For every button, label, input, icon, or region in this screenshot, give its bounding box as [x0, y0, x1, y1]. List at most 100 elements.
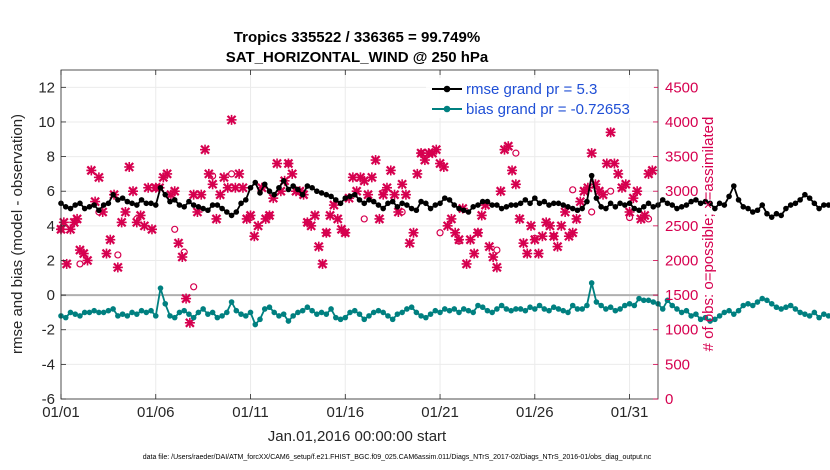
rmse-point [749, 209, 756, 215]
data-file-footer: data file: /Users/raeder/DAI/ATM_forcXX/… [143, 454, 652, 461]
rmse-point [494, 202, 500, 208]
rmse-point [261, 181, 268, 188]
bias-point [764, 297, 770, 304]
rmse-point [152, 202, 159, 208]
rmse-point [389, 198, 396, 205]
bias-point [522, 307, 529, 314]
bias-point [707, 318, 713, 324]
rmse-point [617, 200, 623, 207]
obs-assimilated-marker [366, 172, 377, 183]
bias-point [105, 307, 112, 314]
rmse-point [195, 203, 202, 210]
rmse-point [603, 205, 609, 212]
y-tick-label: 12 [38, 79, 55, 96]
bias-point [721, 309, 728, 316]
bias-point [716, 313, 723, 319]
obs-assimilated-marker [510, 179, 521, 190]
rmse-point [205, 207, 211, 214]
obs-assimilated-marker [86, 165, 97, 176]
obs-assimilated-marker [491, 262, 502, 273]
rmse-point [517, 200, 524, 207]
bias-point [186, 311, 192, 317]
obs-assimilated-marker [605, 127, 616, 138]
rmse-point [171, 197, 178, 203]
bias-point [162, 300, 169, 307]
rmse-point [323, 191, 330, 198]
rmse-point [385, 200, 391, 207]
plot-area [61, 70, 658, 399]
rmse-point [351, 191, 358, 198]
y-tick-label: 2 [47, 252, 55, 269]
bias-point [219, 313, 225, 319]
rmse-point [716, 200, 723, 207]
rmse-point [816, 205, 822, 212]
bias-point [347, 309, 353, 316]
rmse-point [266, 188, 273, 195]
bias-point [370, 309, 377, 316]
bias-point [806, 313, 813, 319]
y-tick-label-right: 4000 [665, 114, 698, 131]
rmse-point [584, 198, 590, 205]
obs-assimilated-marker [446, 213, 457, 224]
y-tick-label: 8 [47, 149, 55, 166]
rmse-point [768, 214, 775, 220]
rmse-point [527, 200, 533, 207]
obs-possible-marker [190, 283, 198, 291]
y-axis-label: rmse and bias (model - observation) [9, 114, 26, 354]
obs-assimilated-marker [283, 158, 294, 169]
rmse-point [475, 202, 481, 208]
bias-point [100, 309, 107, 316]
legend-rmse-marker [443, 85, 451, 93]
obs-assimilated-marker [78, 248, 89, 259]
bias-point [768, 300, 775, 307]
obs-assimilated-marker [389, 189, 400, 200]
y-tick-label-right: 4500 [665, 79, 698, 96]
bias-point [77, 313, 83, 319]
obs-assimilated-marker [253, 220, 264, 231]
obs-assimilated-marker [211, 213, 222, 224]
rmse-point [489, 202, 495, 208]
rmse-point [612, 203, 619, 210]
rmse-point [740, 203, 747, 210]
rmse-point [110, 191, 116, 198]
bias-point [261, 306, 268, 312]
rmse-point [224, 209, 230, 215]
rmse-point [811, 200, 818, 207]
bias-point [399, 309, 405, 316]
rmse-point [484, 198, 491, 205]
obs-assimilated-marker [495, 186, 506, 197]
rmse-point [550, 200, 557, 207]
bias-point [314, 311, 320, 317]
rmse-point [81, 205, 88, 212]
bias-point [333, 314, 339, 321]
y-tick-label-right: 3000 [665, 183, 698, 200]
bias-point [593, 299, 600, 305]
bias-point [759, 295, 766, 302]
rmse-point [238, 200, 244, 207]
obs-assimilated-marker [381, 182, 392, 193]
rmse-point [773, 210, 780, 217]
obs-assimilated-marker [598, 189, 609, 200]
bias-point [157, 285, 164, 291]
bias-point [569, 302, 576, 309]
bias-point [115, 313, 121, 319]
obs-assimilated-marker [162, 168, 173, 179]
rmse-point [650, 203, 657, 210]
bias-point [124, 313, 131, 319]
rmse-point [825, 202, 830, 208]
rmse-point [423, 200, 429, 207]
rmse-point [242, 197, 249, 203]
bias-point [423, 314, 429, 321]
rmse-point [366, 197, 372, 203]
bias-point [465, 307, 472, 314]
rmse-point [735, 197, 742, 203]
obs-assimilated-marker [374, 213, 385, 224]
bias-point [588, 280, 595, 286]
obs-possible-marker [436, 229, 444, 237]
bias-point [816, 314, 822, 321]
rmse-point [683, 202, 690, 208]
rmse-point [792, 200, 799, 207]
rmse-point [664, 200, 671, 207]
rmse-point [181, 203, 187, 210]
